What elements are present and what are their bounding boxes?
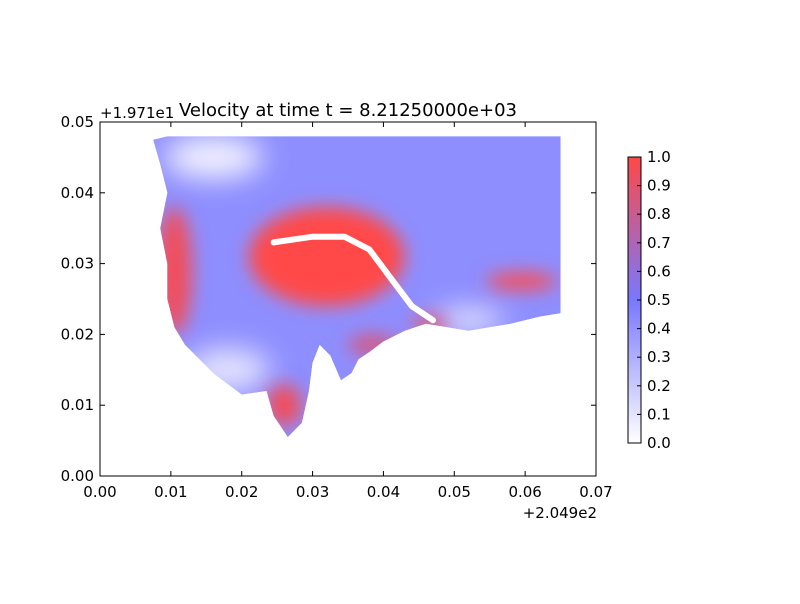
y-tick-label: 0.02 <box>61 325 94 343</box>
colorbar-tick-label: 0.5 <box>647 291 671 309</box>
y-offset-label: +1.971e1 <box>100 104 174 122</box>
breakwater <box>270 233 436 324</box>
high-velocity-region <box>486 272 558 290</box>
y-tick-label: 0.00 <box>61 467 94 485</box>
colorbar-tick-label: 0.8 <box>647 205 671 223</box>
colorbar-tick-label: 0.7 <box>647 234 671 252</box>
colorbar-gradient <box>628 157 641 443</box>
low-velocity-region <box>163 136 263 179</box>
x-tick-label: 0.06 <box>508 483 541 501</box>
x-tick-label: 0.01 <box>154 483 187 501</box>
colorbar-tick-label: 0.3 <box>647 348 671 366</box>
x-tick-label: 0.03 <box>296 483 329 501</box>
colorbar-tick-label: 1.0 <box>647 148 671 166</box>
velocity-field <box>153 136 561 438</box>
high-velocity-region <box>266 383 302 427</box>
colorbar-tick-label: 0.9 <box>647 177 671 195</box>
axes: 0.00 0.01 0.02 0.03 0.04 0.05 0.06 0.07 0.00 0.01… <box>61 113 613 501</box>
y-tick-label: 0.03 <box>61 255 94 273</box>
plot-frame <box>99 121 597 477</box>
x-tick-label: 0.07 <box>579 483 612 501</box>
colorbar-tick-label: 0.1 <box>647 405 671 423</box>
x-tick-label: 0.05 <box>438 483 471 501</box>
colorbar-tick-label: 0.2 <box>647 377 671 395</box>
low-velocity-region <box>433 309 504 331</box>
velocity-field-clipped <box>153 136 561 438</box>
x-offset-label: +2.049e2 <box>523 504 597 522</box>
colorbar: 0.0 0.1 0.2 0.3 0.4 0.5 0.6 0.7 0.8 0.9 1.0 <box>627 148 671 452</box>
x-tick-label: 0.00 <box>83 483 116 501</box>
high-velocity-region <box>156 206 193 335</box>
colorbar-tick-label: 0.0 <box>647 434 671 452</box>
colorbar-tick-label: 0.4 <box>647 320 671 338</box>
y-tick-label: 0.01 <box>61 396 94 414</box>
y-tick-label: 0.04 <box>61 184 94 202</box>
low-velocity-region <box>185 348 271 392</box>
x-tick-label: 0.04 <box>367 483 400 501</box>
x-tick-label: 0.02 <box>225 483 258 501</box>
chart-title: Velocity at time t = 8.21250000e+03 <box>179 100 517 121</box>
y-tick-label: 0.05 <box>61 113 94 131</box>
high-velocity-group <box>156 206 558 427</box>
colorbar-tick-label: 0.6 <box>647 262 671 280</box>
high-velocity-region <box>248 206 405 307</box>
high-velocity-region <box>348 334 398 356</box>
